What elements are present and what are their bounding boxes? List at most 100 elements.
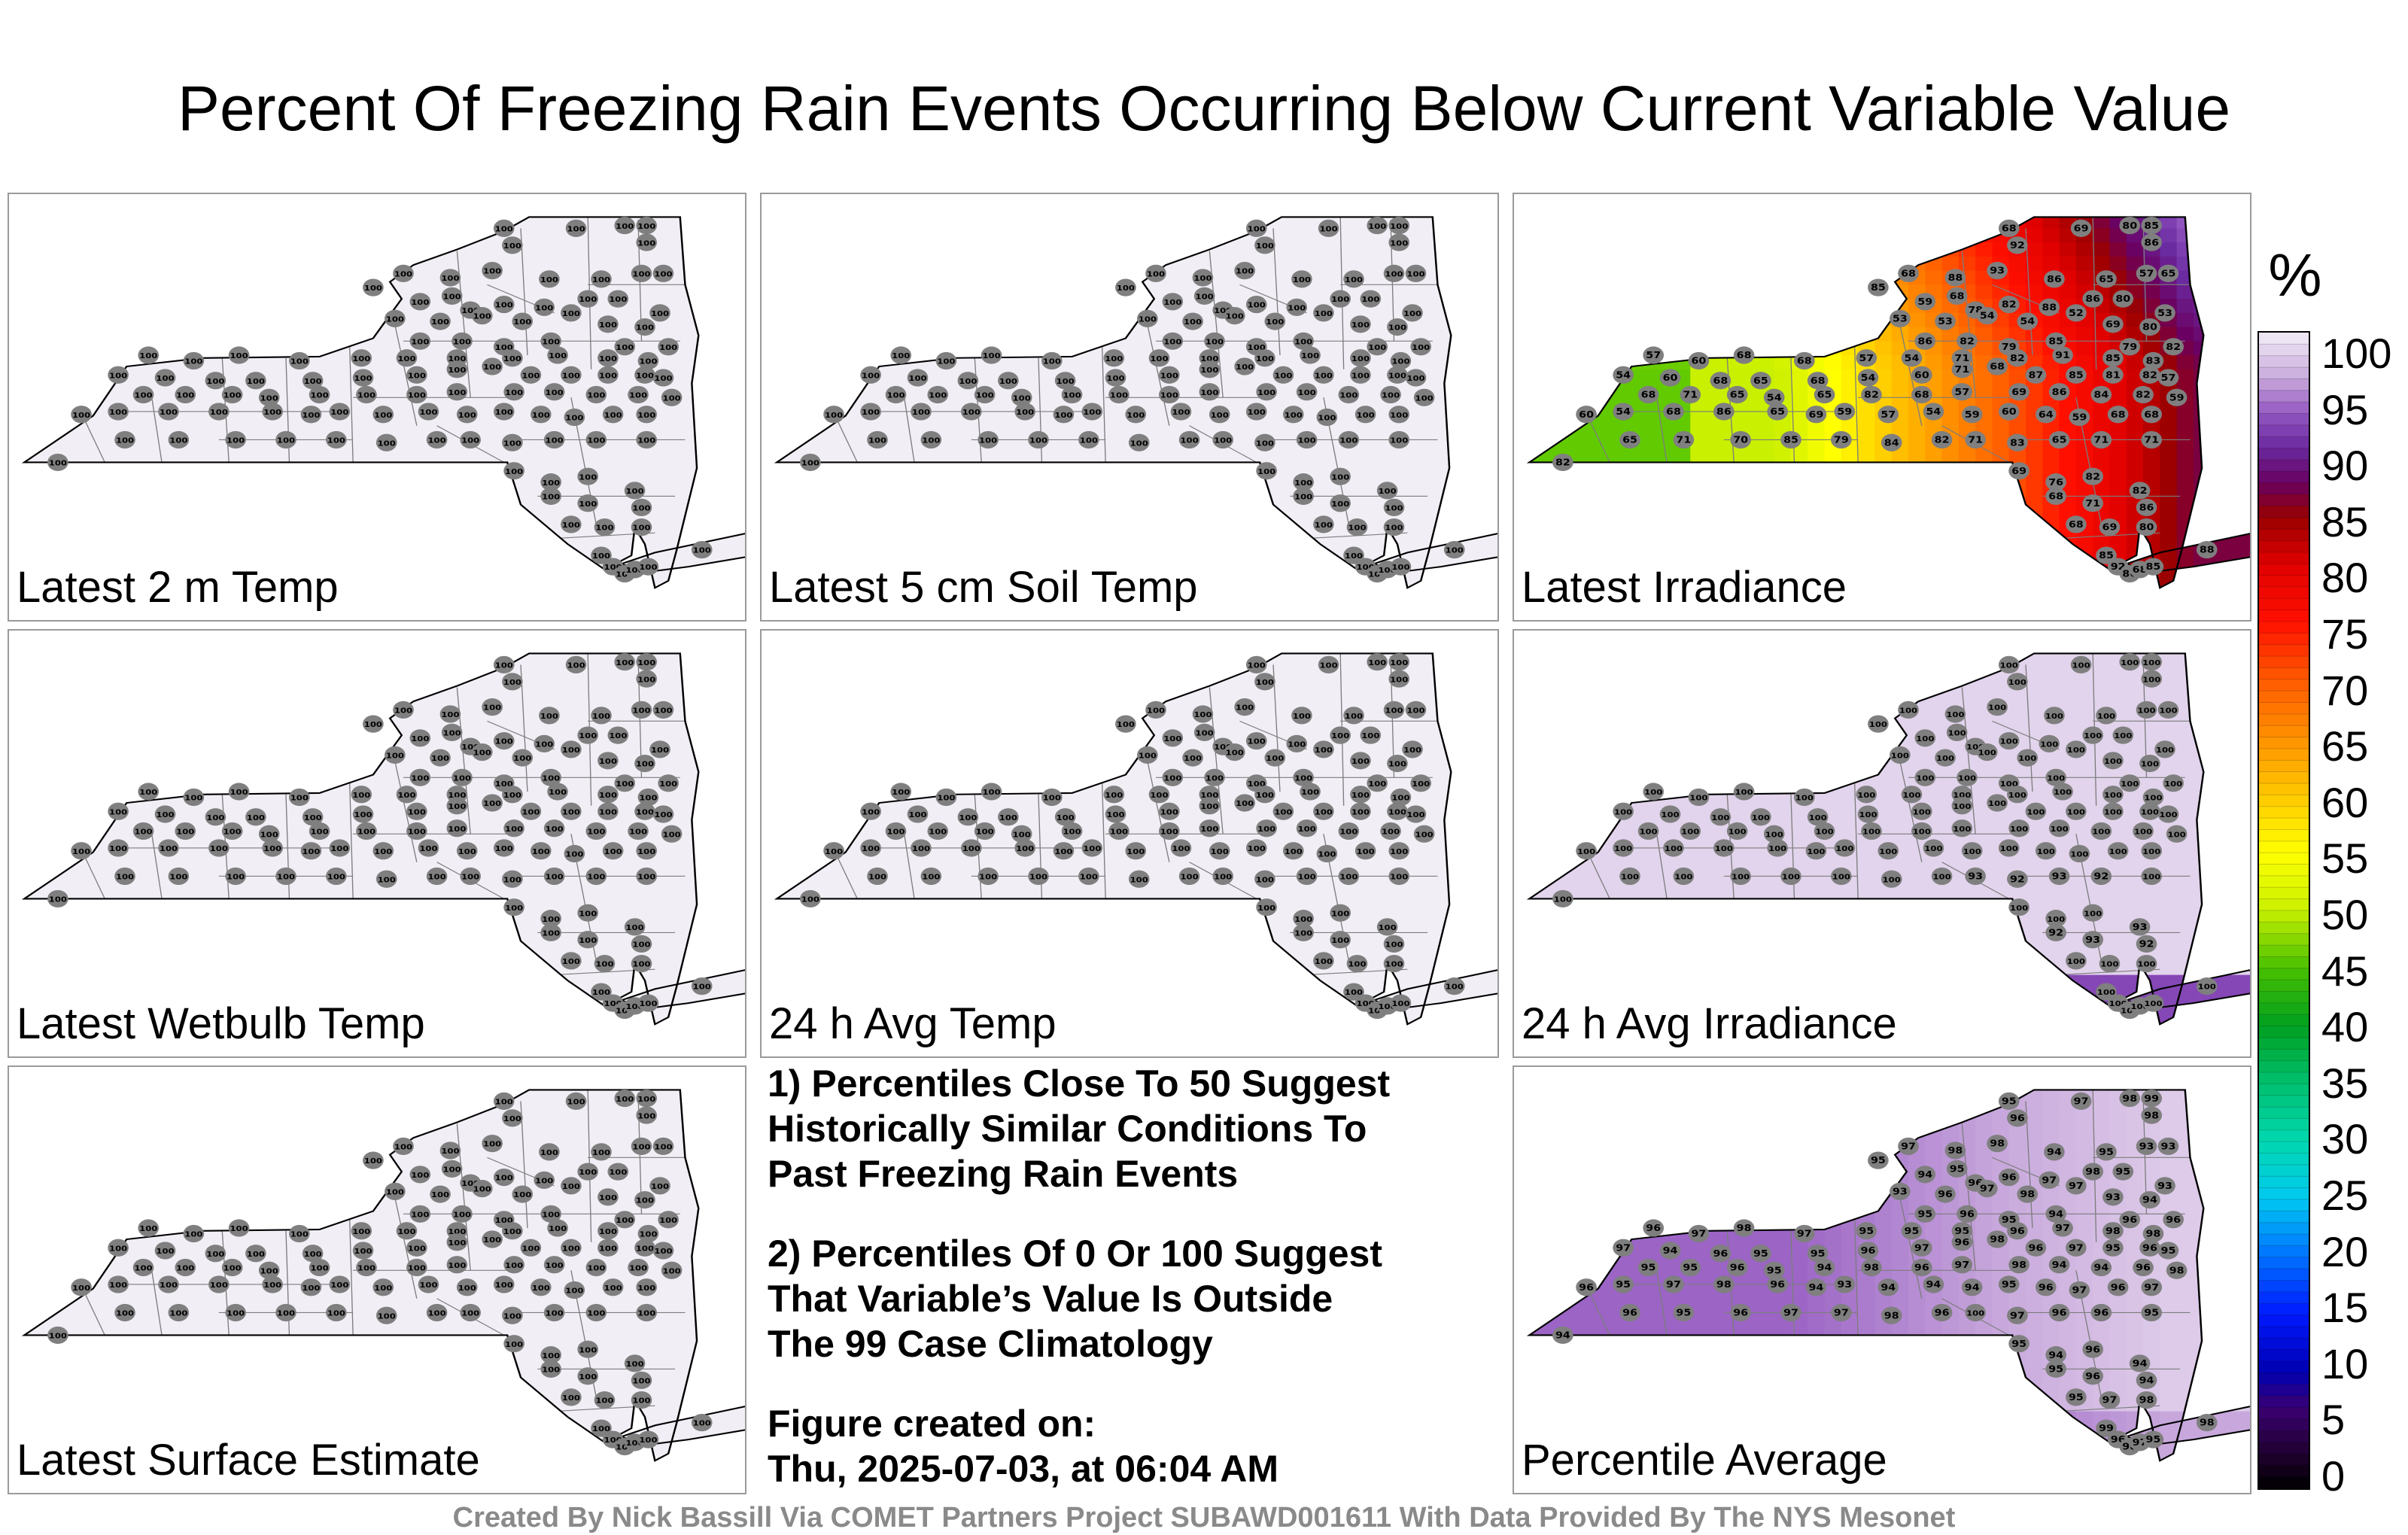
station-marker: 68 xyxy=(1987,357,2008,375)
station-value: 100 xyxy=(1351,757,1370,766)
station-value: 100 xyxy=(1130,875,1148,884)
station-marker: 100 xyxy=(460,430,481,449)
station-marker: 100 xyxy=(1014,403,1035,421)
station-marker: 69 xyxy=(2008,462,2029,480)
station-dot xyxy=(1245,295,1267,314)
station-dot xyxy=(375,1306,397,1324)
station-value: 100 xyxy=(983,788,1001,797)
colorbar-segment xyxy=(2259,864,2309,877)
station-dot xyxy=(1296,867,1318,886)
station-value: 100 xyxy=(1674,872,1692,881)
station-marker: 100 xyxy=(502,673,523,691)
station-marker: 68 xyxy=(1898,264,1919,282)
station-value: 100 xyxy=(374,411,392,420)
station-marker: 100 xyxy=(441,723,463,741)
panel-latest-irradiance: 68 69 80 85 92 86 68 85 88 93 86 65 57 65 59 68 78 82 88 86… xyxy=(1513,193,2251,622)
station-marker: 100 xyxy=(1410,774,1431,792)
station-dot xyxy=(418,839,439,857)
colorbar-tick-label: 0 xyxy=(2321,1452,2346,1500)
station-marker: 100 xyxy=(1254,786,1275,804)
station-dot xyxy=(561,802,582,820)
station-dot xyxy=(1028,867,1049,886)
station-value: 100 xyxy=(2104,757,2122,766)
station-value: 100 xyxy=(616,343,634,352)
station-value: 100 xyxy=(616,780,634,789)
state-outline xyxy=(1526,1089,2205,1462)
station-marker: 98 xyxy=(2008,1256,2029,1274)
station-value: 100 xyxy=(458,411,476,420)
colorbar-segment xyxy=(2259,1361,2309,1374)
station-marker: 100 xyxy=(1061,822,1083,840)
station-marker: 100 xyxy=(867,867,888,886)
station-dot xyxy=(1944,269,1966,287)
station-marker: 95 xyxy=(1914,1205,1936,1223)
station-dot xyxy=(406,822,427,840)
station-value: 93 xyxy=(2139,1141,2154,1152)
station-value: 100 xyxy=(1689,794,1707,803)
station-marker: 96 xyxy=(1710,1245,1732,1263)
station-value: 100 xyxy=(428,872,446,881)
station-value: 100 xyxy=(2114,731,2132,740)
station-value: 82 xyxy=(2136,391,2151,401)
station-marker: 100 xyxy=(1313,366,1334,384)
station-marker: 100 xyxy=(2102,752,2124,770)
station-dot xyxy=(2166,1261,2188,1279)
station-marker: 87 xyxy=(2025,366,2047,384)
station-value: 100 xyxy=(801,458,819,467)
station-dot xyxy=(2070,1092,2092,1111)
station-marker: 96 xyxy=(2035,1278,2057,1296)
station-value: 100 xyxy=(1172,408,1190,417)
station-value: 100 xyxy=(1946,710,1964,719)
station-dot xyxy=(2017,749,2039,767)
station-dot xyxy=(2048,867,2070,886)
station-value: 100 xyxy=(1379,487,1397,496)
station-value: 100 xyxy=(629,391,647,400)
station-marker: 100 xyxy=(1376,918,1398,936)
station-marker: 100 xyxy=(300,406,322,424)
station-dot xyxy=(2129,1354,2151,1372)
station-marker: 100 xyxy=(158,839,179,857)
station-value: 100 xyxy=(227,1309,245,1318)
station-value: 100 xyxy=(1288,740,1306,749)
station-value: 100 xyxy=(473,1185,491,1194)
station-marker: 100 xyxy=(585,1258,607,1277)
station-marker: 97 xyxy=(2099,1391,2121,1409)
station-marker: 100 xyxy=(691,540,713,559)
station-dot xyxy=(540,1360,561,1378)
colorbar-segment xyxy=(2259,783,2309,796)
station-marker: 100 xyxy=(911,839,932,857)
station-dot xyxy=(1998,219,2020,238)
station-marker: 100 xyxy=(607,726,629,744)
station-marker: 100 xyxy=(634,366,655,384)
station-value: 100 xyxy=(1236,363,1254,372)
station-dot xyxy=(205,372,227,390)
station-marker: 82 xyxy=(1956,332,1978,350)
station-dot xyxy=(597,366,619,384)
station-value: 100 xyxy=(626,1360,644,1369)
station-marker: 95 xyxy=(1868,1151,1889,1169)
station-value: 100 xyxy=(223,828,242,837)
station-dot xyxy=(393,1137,414,1155)
station-dot xyxy=(961,839,982,857)
station-dot xyxy=(636,1090,658,1108)
station-marker: 82 xyxy=(1861,385,1882,404)
station-value: 100 xyxy=(290,794,309,803)
station-marker: 100 xyxy=(356,385,377,404)
station-marker: 96 xyxy=(2090,1303,2112,1322)
station-dot xyxy=(108,366,129,384)
station-dot xyxy=(228,1219,250,1237)
station-marker: 100 xyxy=(957,808,979,826)
station-marker: 100 xyxy=(183,1224,205,1243)
station-value: 100 xyxy=(2067,807,2085,816)
station-value: 100 xyxy=(637,675,655,684)
station-marker: 100 xyxy=(326,867,347,886)
colorbar-tick-label: 40 xyxy=(2321,1003,2369,1051)
station-dot xyxy=(1951,1233,1973,1251)
station-marker: 100 xyxy=(451,768,473,786)
station-marker: 100 xyxy=(1350,349,1371,367)
station-marker: 100 xyxy=(114,430,135,449)
station-dot xyxy=(2039,1171,2060,1189)
station-marker: 100 xyxy=(289,1224,310,1243)
station-marker: 100 xyxy=(652,1242,674,1260)
station-dot xyxy=(2096,1143,2117,1161)
